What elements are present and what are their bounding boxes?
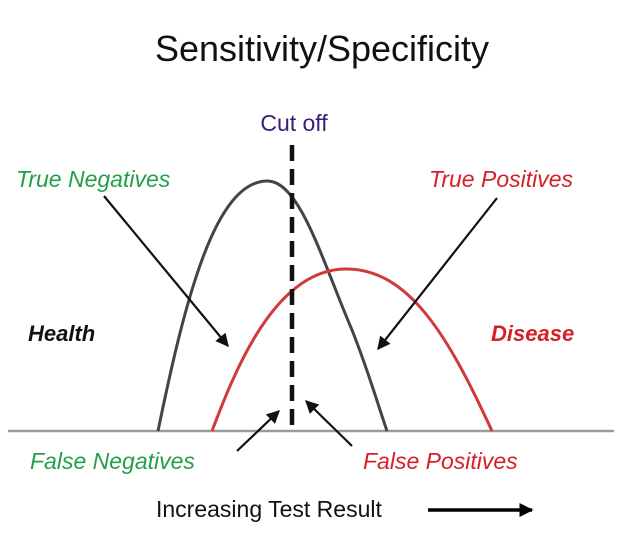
false-negatives-label: False Negatives (30, 448, 195, 474)
disease-distribution-curve (210, 267, 494, 432)
health-label: Health (28, 321, 95, 346)
false-negatives-pointer (236, 410, 280, 452)
false-positives-pointer (305, 400, 353, 447)
true-positives-label: True Positives (429, 166, 574, 192)
axis-label: Increasing Test Result (156, 496, 382, 522)
disease-label: Disease (491, 321, 574, 346)
true-positives-pointer (377, 197, 498, 351)
false-positives-label: False Positives (363, 448, 518, 474)
diagram-title: Sensitivity/Specificity (155, 28, 489, 69)
cutoff-label: Cut off (260, 110, 328, 136)
true-negatives-label: True Negatives (16, 166, 171, 192)
true-negatives-pointer (103, 195, 229, 348)
health-distribution-curve (156, 179, 389, 432)
